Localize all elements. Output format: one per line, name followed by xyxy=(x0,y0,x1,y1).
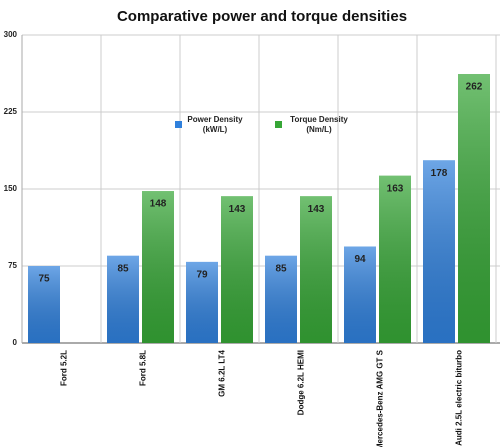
value-label: 85 xyxy=(117,263,129,274)
bar-shade xyxy=(265,255,297,343)
value-label: 75 xyxy=(38,274,50,285)
value-label: 143 xyxy=(229,204,246,215)
bar-shade xyxy=(142,191,174,343)
x-tick-label: Mercedes-Benz AMG GT S xyxy=(376,349,385,447)
value-label: 79 xyxy=(196,270,208,281)
chart-title: Comparative power and torque densities xyxy=(117,8,407,25)
legend-swatch xyxy=(275,121,282,128)
value-label: 94 xyxy=(354,254,366,265)
bar-shade xyxy=(300,196,332,343)
x-tick-label: GM 6.2L LT4 xyxy=(218,349,227,396)
y-tick-label: 75 xyxy=(8,261,17,270)
x-tick-label: Dodge 6.2L HEMI xyxy=(297,350,306,415)
x-tick-label: Audi 2.5L electric biturbo xyxy=(455,350,464,446)
value-label: 143 xyxy=(308,204,325,215)
legend-swatch xyxy=(175,121,182,128)
value-label: 178 xyxy=(431,168,448,179)
value-label: 85 xyxy=(275,263,287,274)
bar-shade xyxy=(458,74,490,343)
bar-shade xyxy=(221,196,253,343)
y-tick-label: 150 xyxy=(4,184,18,193)
x-tick-label: Ford 5.2L xyxy=(60,350,69,386)
legend-label: Power Density (kW/L) xyxy=(187,115,243,134)
bar-shade xyxy=(186,261,218,343)
legend-label: Torque Density (Nm/L) xyxy=(290,115,348,134)
bar-shade xyxy=(107,255,139,343)
bar-shade xyxy=(344,246,376,343)
x-tick-label: Ford 5.8L xyxy=(139,350,148,386)
value-label: 262 xyxy=(466,82,483,93)
value-label: 148 xyxy=(150,199,167,210)
bar-shade xyxy=(379,175,411,343)
y-tick-label: 225 xyxy=(4,107,18,116)
y-tick-label: 0 xyxy=(13,338,18,347)
bar-shade xyxy=(28,266,60,343)
y-tick-label: 300 xyxy=(4,30,18,39)
value-label: 163 xyxy=(387,183,404,194)
bar-shade xyxy=(423,160,455,343)
